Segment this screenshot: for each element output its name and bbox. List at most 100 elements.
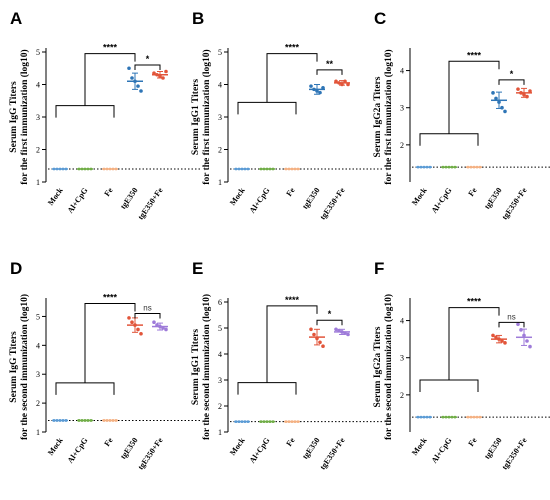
group-bracket [237, 101, 297, 115]
data-point [475, 165, 479, 169]
data-point [246, 420, 250, 423]
data-point [268, 420, 272, 423]
category-label: Al+CpG [66, 186, 90, 215]
data-point [243, 420, 247, 423]
category-label: tgE350+Fe [500, 436, 529, 472]
data-point [290, 167, 294, 171]
chart-panel-a: A 1 2 3 4 5 Serum IgG Titers for the first immu… [9, 9, 201, 221]
data-point [287, 420, 291, 423]
data-point [318, 340, 322, 345]
data-point [234, 167, 238, 171]
significance-label: * [510, 69, 514, 79]
category-label: tgE350 [119, 186, 140, 211]
data-point [528, 344, 532, 349]
y-axis-label-line1: Serum IgG Titers [9, 331, 19, 403]
y-tick-label: 2 [400, 391, 404, 400]
category-label: tgE350 [483, 436, 504, 461]
y-axis-label-line1: Serum IgG1 Titers [191, 329, 201, 405]
significance-label: **** [285, 295, 300, 305]
data-point [522, 92, 526, 97]
group-bracket [55, 382, 115, 395]
y-tick-label: 3 [36, 370, 40, 379]
data-point [158, 324, 162, 329]
y-tick-label: 3 [218, 376, 222, 385]
y-tick-label: 2 [36, 399, 40, 408]
data-point [337, 81, 341, 85]
data-point [441, 415, 445, 419]
data-point [161, 76, 165, 80]
category-label: tgE350+Fe [500, 186, 529, 222]
data-point [287, 167, 291, 171]
data-point [133, 79, 137, 84]
data-point [497, 337, 501, 341]
significance-bracket [448, 60, 500, 134]
data-point [478, 415, 482, 419]
panel-letter: C [374, 9, 386, 28]
data-point [516, 322, 520, 327]
data-point [83, 419, 87, 422]
category-label: Al+CpG [248, 436, 272, 465]
y-tick-label: 5 [218, 324, 222, 333]
data-point [309, 84, 313, 88]
data-point [494, 96, 498, 101]
y-tick-label: 4 [218, 81, 222, 90]
panel-letter: F [374, 259, 384, 278]
data-point [80, 167, 84, 171]
data-point [108, 419, 112, 422]
data-point [271, 167, 275, 171]
data-point [158, 74, 162, 79]
data-point [284, 420, 288, 423]
data-point [155, 323, 159, 327]
data-point [240, 167, 244, 171]
data-point [312, 87, 316, 92]
y-axis-label-line2: for the first immunization (log10) [383, 49, 394, 184]
category-label: Fe [102, 186, 114, 198]
data-point [89, 167, 93, 171]
y-tick-label: 1 [36, 178, 40, 187]
group-bracket [419, 379, 479, 392]
y-tick-label: 3 [400, 354, 404, 363]
data-point [127, 66, 131, 71]
data-point [130, 76, 134, 80]
y-tick-label: 1 [36, 428, 40, 437]
pair-bracket [498, 79, 525, 85]
category-label: Fe [466, 186, 478, 198]
significance-label: **** [467, 50, 482, 60]
data-point [478, 165, 482, 169]
data-point [296, 420, 300, 423]
category-label: tgE350+Fe [136, 436, 165, 472]
data-point [337, 328, 341, 333]
data-point [522, 333, 526, 338]
data-point [136, 327, 140, 332]
data-point [472, 415, 476, 419]
category-label: Al+CpG [430, 186, 454, 215]
group-bracket [55, 105, 115, 118]
panel-letter: E [192, 259, 203, 278]
pair-bracket [134, 313, 161, 319]
data-point [265, 167, 269, 171]
data-point [130, 320, 134, 325]
data-point [55, 167, 59, 171]
data-point [500, 105, 504, 110]
data-point [152, 320, 156, 325]
data-point [284, 167, 288, 171]
data-point [89, 419, 93, 422]
data-point [334, 79, 338, 84]
data-point [86, 167, 90, 171]
data-point [450, 165, 454, 169]
data-point [237, 420, 241, 423]
y-tick-label: 5 [36, 312, 40, 321]
data-point [293, 167, 297, 171]
data-point [114, 419, 118, 422]
category-label: Fe [284, 436, 296, 448]
group-bracket [419, 133, 479, 146]
category-label: Mock [228, 436, 247, 458]
data-point [346, 82, 350, 87]
significance-bracket [84, 302, 136, 383]
data-point [259, 167, 263, 171]
data-point [503, 109, 507, 114]
y-tick-label: 4 [218, 350, 222, 359]
category-label: Fe [466, 436, 478, 448]
data-point [114, 167, 118, 171]
